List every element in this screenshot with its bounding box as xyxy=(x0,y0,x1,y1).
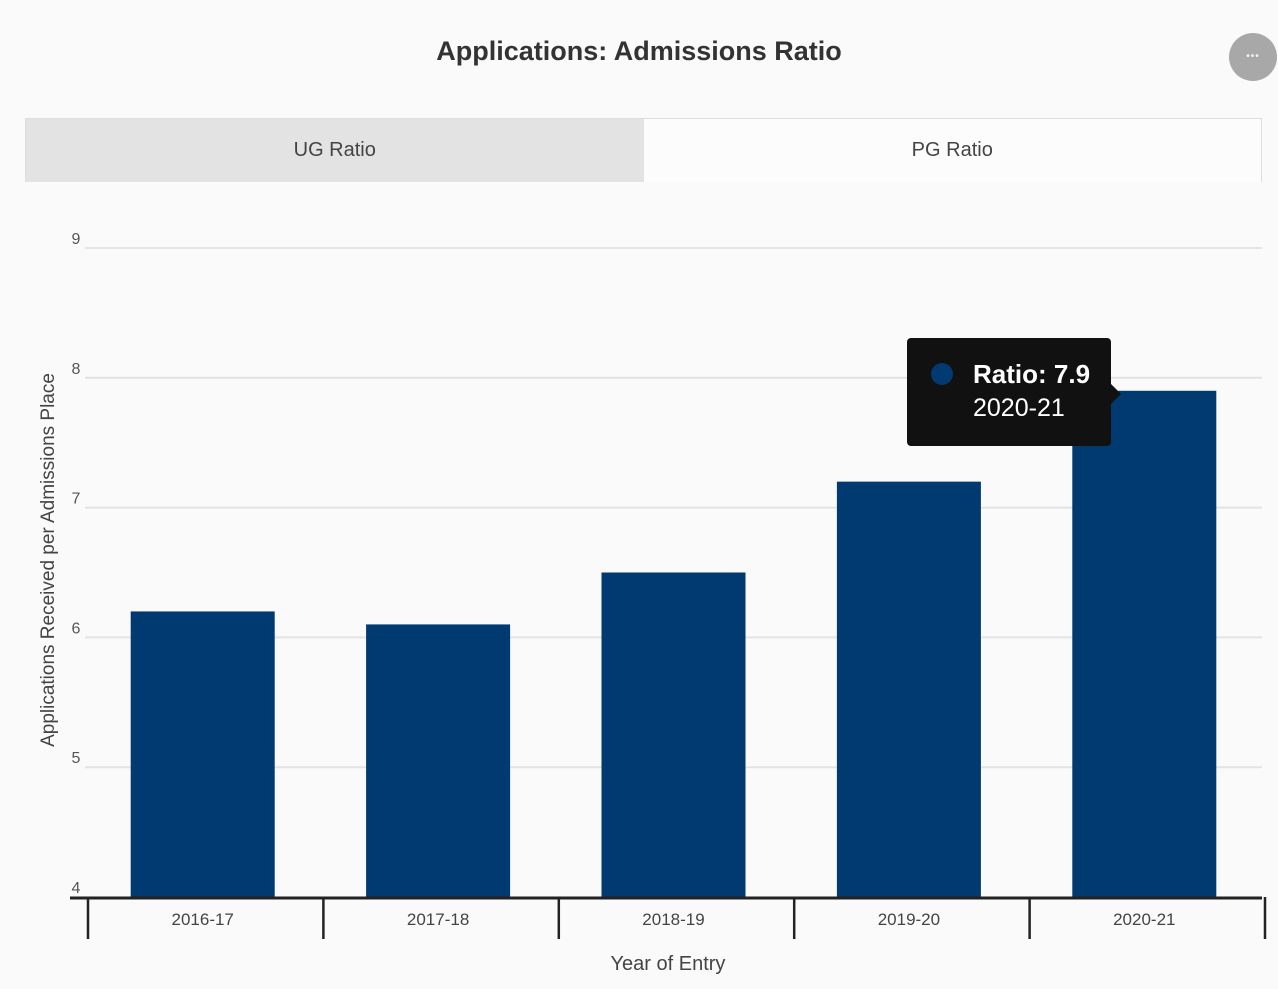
more-options-icon: ••• xyxy=(1246,51,1260,62)
tab-ug-ratio[interactable]: UG Ratio xyxy=(26,119,644,182)
chart-title: Applications: Admissions Ratio xyxy=(436,36,842,66)
tab-pg-ratio-label: PG Ratio xyxy=(911,139,993,161)
bar[interactable] xyxy=(601,572,746,898)
x-tick-label: 2018-19 xyxy=(642,910,704,929)
x-tick-label: 2020-21 xyxy=(1113,910,1175,929)
tooltip-pointer xyxy=(1111,384,1121,404)
y-tick-label: 9 xyxy=(72,231,81,248)
x-tick-label: 2017-18 xyxy=(407,910,469,929)
bar[interactable] xyxy=(366,624,511,897)
y-axis-title: Applications Received per Admissions Pla… xyxy=(38,373,59,747)
tooltip-category: 2020-21 xyxy=(973,394,1065,422)
x-tick-label: 2019-20 xyxy=(878,910,940,929)
tab-ug-ratio-label: UG Ratio xyxy=(293,139,376,161)
y-tick-label: 7 xyxy=(72,491,81,508)
data-tooltip: Ratio: 7.9 2020-21 xyxy=(907,338,1121,446)
x-axis-title: Year of Entry xyxy=(611,953,726,975)
tooltip-value: Ratio: 7.9 xyxy=(973,359,1091,389)
y-tick-label: 4 xyxy=(72,880,81,897)
bar[interactable] xyxy=(130,611,275,897)
bar[interactable] xyxy=(1072,390,1217,897)
series-swatch-icon xyxy=(931,363,953,385)
ratio-tabs: UG Ratio PG Ratio xyxy=(25,118,1262,182)
y-tick-label: 5 xyxy=(72,750,81,767)
chart-menu-button[interactable]: ••• xyxy=(1229,33,1277,81)
y-tick-label: 8 xyxy=(72,361,81,378)
tab-pg-ratio[interactable]: PG Ratio xyxy=(643,119,1261,182)
y-tick-label: 6 xyxy=(72,620,81,637)
x-tick-label: 2016-17 xyxy=(172,910,234,929)
bar[interactable] xyxy=(836,481,981,897)
